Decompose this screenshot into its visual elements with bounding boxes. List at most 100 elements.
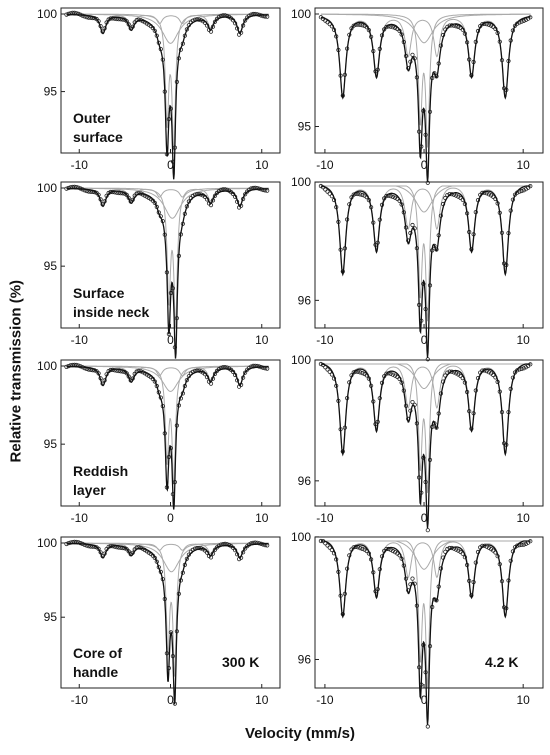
temperature-label: 300 K (222, 654, 260, 670)
data-point (360, 192, 365, 198)
x-tick-label: 10 (516, 158, 530, 172)
data-point (488, 23, 494, 28)
data-point (491, 372, 496, 378)
fit-line (66, 365, 269, 510)
x-tick-label: 10 (516, 511, 530, 525)
x-tick-label: 0 (167, 333, 174, 347)
data-point (136, 191, 141, 196)
x-tick-label: 10 (255, 693, 269, 707)
y-axis-label: Relative transmission (%) (7, 279, 25, 463)
data-point (325, 543, 330, 548)
sample-label-line: Reddish (73, 463, 129, 479)
data-point (425, 724, 430, 729)
subspectrum-line (320, 185, 531, 213)
data-point (456, 24, 461, 29)
sample-label-line: inside neck (73, 304, 150, 320)
subspectrum-line (66, 542, 269, 573)
data-point (351, 192, 356, 197)
data-point (390, 25, 395, 30)
data-point (243, 18, 248, 23)
sample-label-line: Surface (73, 285, 125, 301)
data-point (392, 195, 398, 200)
data-point (261, 187, 266, 193)
data-point (351, 23, 356, 28)
data-point (410, 576, 415, 581)
data-point (480, 22, 485, 27)
y-tick-label: 95 (44, 437, 58, 451)
data-point (521, 18, 526, 23)
x-tick-label: -10 (316, 511, 334, 525)
y-tick-label: 100 (291, 530, 311, 544)
data-point (358, 192, 363, 197)
data-point (243, 192, 248, 197)
subspectrum-line (320, 363, 531, 389)
data-point (456, 548, 461, 553)
fit-line (320, 15, 531, 182)
fit-line (66, 187, 269, 359)
data-point (486, 370, 491, 375)
data-point (458, 373, 463, 378)
data-point (388, 371, 393, 376)
fit-line (320, 363, 531, 529)
data-point (325, 367, 330, 372)
data-point (212, 193, 218, 198)
data-point (521, 542, 526, 547)
y-tick-label: 100 (37, 536, 57, 550)
y-tick-label: 100 (37, 181, 57, 195)
sample-label: Reddish layer (73, 462, 128, 500)
data-point (454, 24, 459, 29)
x-tick-label: 10 (516, 333, 530, 347)
data-point (196, 368, 202, 373)
data-point (384, 371, 389, 376)
data-point (519, 19, 524, 24)
x-tick-label: 0 (167, 511, 174, 525)
x-tick-label: 0 (421, 333, 428, 347)
data-point (78, 540, 83, 546)
data-point (390, 194, 395, 199)
data-point (456, 194, 461, 199)
data-point (327, 369, 332, 374)
temperature-label: 4.2 K (485, 654, 519, 670)
x-tick-label: 0 (421, 693, 428, 707)
spectrum-panel: 96 100 -10 0 10 (291, 530, 544, 729)
data-point (212, 19, 218, 24)
data-point (519, 188, 524, 194)
y-tick-label: 96 (298, 652, 312, 666)
x-tick-label: -10 (71, 693, 89, 707)
data-point (482, 543, 487, 548)
data-point (388, 194, 393, 199)
subspectrum-line (320, 13, 531, 44)
sample-label: Outer surface (73, 109, 123, 147)
fit-line (66, 542, 269, 705)
y-tick-label: 100 (291, 353, 311, 367)
data-point (392, 373, 398, 378)
x-tick-label: 0 (167, 693, 174, 707)
x-tick-label: 10 (255, 158, 269, 172)
x-tick-label: -10 (71, 158, 89, 172)
data-point (384, 24, 389, 30)
fit-line (320, 540, 531, 725)
data-point (384, 193, 389, 199)
data-point (390, 372, 395, 377)
data-point (124, 192, 129, 197)
spectrum-panel: 95 100 -10 0 10 (291, 7, 544, 185)
data-point (124, 19, 129, 24)
y-tick-label: 100 (37, 359, 57, 373)
data-point (66, 11, 71, 16)
data-point (360, 546, 365, 552)
data-point (425, 528, 430, 533)
data-point (243, 370, 248, 375)
data-point (261, 365, 266, 370)
data-point (410, 222, 415, 228)
data-point (255, 12, 260, 17)
data-point (454, 371, 459, 376)
y-tick-label: 96 (298, 474, 312, 488)
data-point (358, 370, 363, 375)
data-point (486, 192, 491, 197)
fit-line (320, 185, 531, 358)
data-point (212, 547, 218, 552)
x-tick-label: -10 (316, 693, 334, 707)
x-tick-label: 0 (167, 158, 174, 172)
